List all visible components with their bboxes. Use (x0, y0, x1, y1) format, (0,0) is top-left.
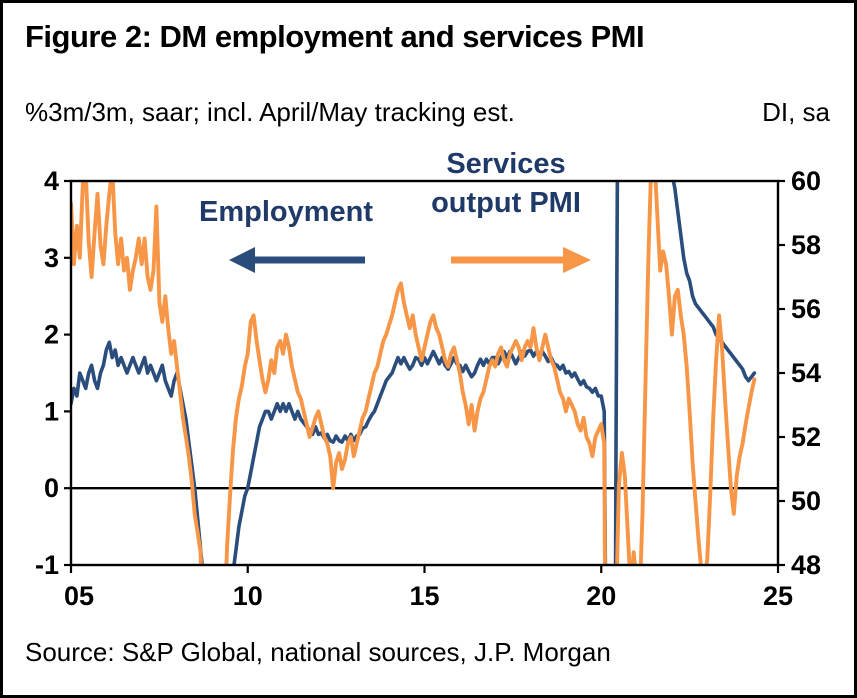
left-axis-tick-label: 1 (44, 396, 59, 426)
right-axis-tick-label: 56 (791, 294, 821, 324)
right-axis-tick-label: 48 (791, 550, 821, 580)
right-axis-tick-label: 50 (791, 486, 821, 516)
services-label: Services (446, 148, 565, 180)
left-axis-subtitle: %3m/3m, saar; incl. April/May tracking e… (25, 97, 515, 127)
left-axis-tick-label: 4 (44, 166, 59, 196)
x-axis-tick-label: 05 (64, 581, 94, 611)
employment-line (71, 181, 757, 565)
services-label: output PMI (431, 187, 581, 219)
employment-label: Employment (199, 196, 373, 228)
figure-title: Figure 2: DM employment and services PMI (25, 19, 645, 54)
left-axis-tick-label: 2 (44, 320, 59, 350)
x-axis-tick-label: 15 (409, 581, 439, 611)
right-axis-tick-label: 52 (791, 422, 821, 452)
right-axis-subtitle: DI, sa (762, 97, 830, 127)
right-axis-tick-label: 60 (791, 166, 821, 196)
left-axis-tick-label: 3 (44, 243, 59, 273)
left-axis-tick-label: 0 (44, 473, 59, 503)
x-axis-tick-label: 20 (586, 581, 616, 611)
right-axis-tick-label: 54 (791, 358, 821, 388)
series-group (71, 181, 757, 565)
services-pmi-line (71, 181, 757, 565)
pmi-arrow-head (563, 247, 591, 273)
x-axis-tick-label: 25 (763, 581, 793, 611)
right-axis-tick-label: 58 (791, 230, 821, 260)
source-note: Source: S&P Global, national sources, J.… (25, 637, 611, 667)
left-axis-tick-label: -1 (35, 550, 59, 580)
x-axis-tick-label: 10 (233, 581, 263, 611)
employment-arrow-head (229, 247, 255, 273)
axis-subtitles: %3m/3m, saar; incl. April/May tracking e… (25, 97, 830, 128)
